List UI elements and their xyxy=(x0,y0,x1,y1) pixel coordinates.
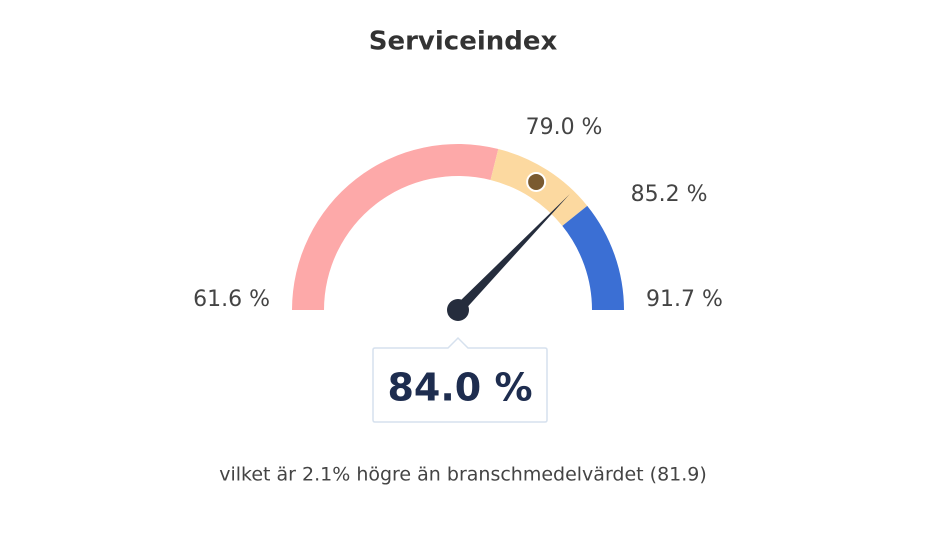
chart-title: Serviceindex xyxy=(369,27,558,57)
benchmark-marker xyxy=(526,171,547,192)
tick-label: 61.6 % xyxy=(193,287,270,312)
tick-label: 91.7 % xyxy=(646,287,723,312)
tick-label: 79.0 % xyxy=(526,115,603,140)
needle-hub xyxy=(447,299,469,321)
gauge-band xyxy=(562,205,624,310)
value-label: 84.0 % xyxy=(387,366,532,410)
value-box xyxy=(372,336,548,423)
needle xyxy=(454,194,570,314)
gauge-band xyxy=(292,144,499,310)
tick-label: 85.2 % xyxy=(631,182,708,207)
note: vilket är 2.1% högre än branschmedelvärd… xyxy=(219,464,707,486)
